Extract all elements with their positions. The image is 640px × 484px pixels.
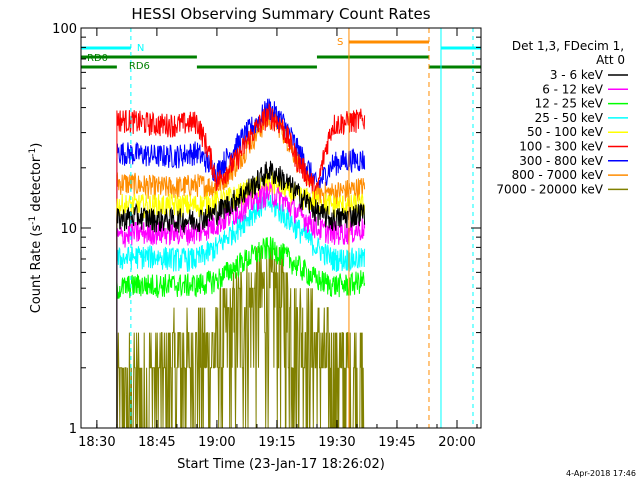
y-axis-label-sup1: -1 — [28, 216, 38, 225]
legend-label-9: 7000 - 20000 keV — [496, 182, 603, 196]
legend-header-line-1: Det 1,3, FDecim 1, — [512, 39, 624, 53]
y-axis-label-base: Count Rate (s — [29, 225, 44, 314]
y-axis-label: Count Rate (s-1 detector-1) — [28, 143, 44, 314]
legend-label-3: 12 - 25 keV — [535, 97, 604, 111]
legend-label-1: 3 - 6 keV — [550, 68, 604, 82]
y-tick-label-1: 1 — [69, 422, 77, 437]
flag-label-rd0: RD0 — [87, 53, 108, 64]
chart-title: HESSI Observing Summary Count Rates — [131, 5, 430, 23]
series-line-9 — [116, 247, 365, 429]
legend-label-4: 25 - 50 keV — [535, 111, 604, 125]
x-axis: 18:30 18:45 19:00 19:15 19:30 19:45 20:00 — [78, 28, 478, 450]
flag-label-s: S — [337, 37, 343, 48]
x-axis-label: Start Time (23-Jan-17 18:26:02) — [177, 457, 385, 472]
legend-header-line-2: Att 0 — [596, 53, 625, 67]
x-tick-label-4: 19:15 — [258, 435, 295, 450]
series-line-7 — [116, 98, 366, 428]
series-line-4 — [116, 192, 366, 428]
y-axis-label-sup2: -1 — [28, 148, 38, 157]
legend-label-6: 100 - 300 keV — [519, 140, 603, 154]
legend-label-2: 6 - 12 keV — [542, 82, 604, 96]
y-axis: 1 10 100 — [52, 22, 481, 437]
x-tick-label-5: 19:30 — [318, 435, 355, 450]
legend-label-7: 300 - 800 keV — [519, 154, 603, 168]
series-line-8 — [116, 108, 366, 428]
series-line-6 — [116, 103, 366, 428]
y-tick-label-3: 100 — [52, 22, 77, 37]
y-axis-label-end: ) — [29, 143, 44, 148]
x-tick-label-6: 19:45 — [378, 435, 415, 450]
legend-label-8: 800 - 7000 keV — [512, 168, 604, 182]
footer-timestamp: 4-Apr-2018 17:46 — [566, 469, 636, 478]
series-line-2 — [116, 182, 366, 428]
y-tick-label-2: 10 — [60, 222, 77, 237]
y-axis-label-mid: detector — [29, 156, 44, 216]
x-tick-label-7: 20:00 — [438, 435, 475, 450]
flag-label-n: N — [137, 43, 144, 54]
plot-area: N S RD0 RD6 — [81, 28, 481, 429]
series-line-3 — [116, 236, 366, 428]
x-tick-label-3: 19:00 — [198, 435, 235, 450]
series-line-1 — [116, 160, 366, 428]
flag-label-rd6: RD6 — [129, 61, 150, 72]
x-tick-label-1: 18:30 — [78, 435, 115, 450]
legend-label-5: 50 - 100 keV — [527, 125, 604, 139]
x-tick-label-2: 18:45 — [138, 435, 175, 450]
